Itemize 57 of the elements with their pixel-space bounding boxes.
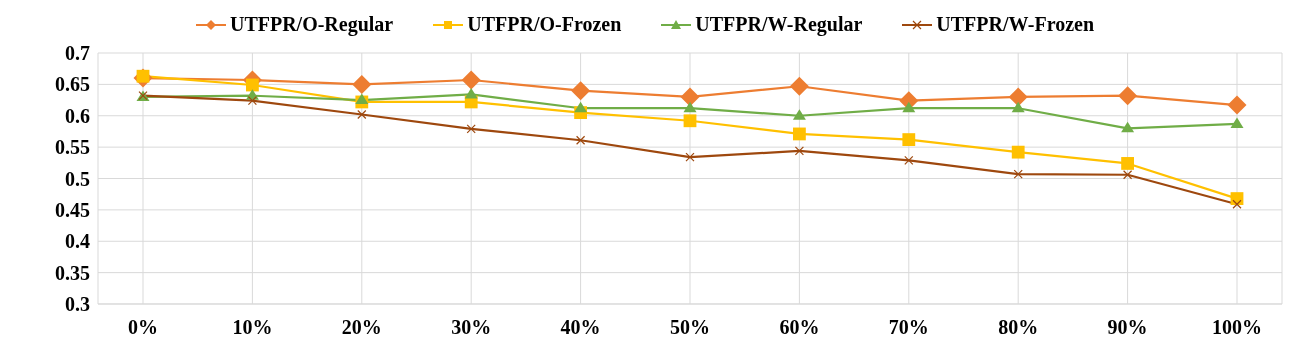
x-tick-label: 80% xyxy=(998,316,1039,339)
point xyxy=(1232,199,1242,209)
point xyxy=(1230,117,1244,128)
point xyxy=(789,76,809,96)
point xyxy=(352,74,372,94)
point xyxy=(466,124,476,134)
y-tick-label: 0.65 xyxy=(55,73,90,96)
point xyxy=(357,109,367,120)
point xyxy=(461,70,481,90)
point xyxy=(1011,145,1025,159)
point xyxy=(355,93,369,105)
y-tick-label: 0.35 xyxy=(55,261,90,284)
point xyxy=(792,109,806,120)
x-tick-label: 100% xyxy=(1212,316,1262,339)
x-tick-label: 50% xyxy=(670,316,710,339)
legend-label: UTFPR/O-Regular xyxy=(229,13,394,36)
x-tick-label: 30% xyxy=(451,316,492,339)
point xyxy=(571,81,591,101)
y-tick-label: 0.55 xyxy=(55,136,90,159)
point xyxy=(1227,95,1247,115)
point xyxy=(794,146,804,156)
point xyxy=(902,133,916,146)
x-tick-label: 10% xyxy=(232,316,273,339)
x-tick-label: 20% xyxy=(341,316,382,339)
y-tick-label: 0.7 xyxy=(65,42,90,65)
y-tick-label: 0.5 xyxy=(65,167,90,190)
point xyxy=(683,114,697,128)
point xyxy=(685,152,695,162)
x-tick-label: 90% xyxy=(1107,316,1148,339)
point xyxy=(904,155,914,165)
y-tick-label: 0.4 xyxy=(65,230,90,253)
y-tick-label: 0.3 xyxy=(65,293,90,316)
point xyxy=(246,78,259,92)
point xyxy=(793,127,806,141)
point xyxy=(1123,170,1133,180)
legend-label: UTFPR/W-Regular xyxy=(695,13,863,36)
x-tick-label: 70% xyxy=(888,316,929,339)
point xyxy=(247,96,257,106)
y-tick-label: 0.45 xyxy=(55,198,90,221)
x-tick-label: 40% xyxy=(560,316,601,339)
point xyxy=(680,87,700,107)
point xyxy=(1011,101,1025,113)
point xyxy=(1008,87,1028,107)
point xyxy=(902,101,916,113)
legend-label: UTFPR/O-Frozen xyxy=(467,13,622,36)
legend-label: UTFPR/W-Frozen xyxy=(936,13,1095,36)
point xyxy=(1121,121,1135,133)
x-tick-label: 0% xyxy=(128,316,158,339)
point xyxy=(1013,169,1023,179)
point xyxy=(576,135,586,145)
point xyxy=(574,101,588,113)
x-tick-label: 60% xyxy=(779,316,820,339)
point xyxy=(1121,157,1134,170)
point xyxy=(683,101,697,113)
point xyxy=(464,87,478,99)
y-tick-label: 0.6 xyxy=(65,104,90,127)
point xyxy=(1118,86,1138,106)
